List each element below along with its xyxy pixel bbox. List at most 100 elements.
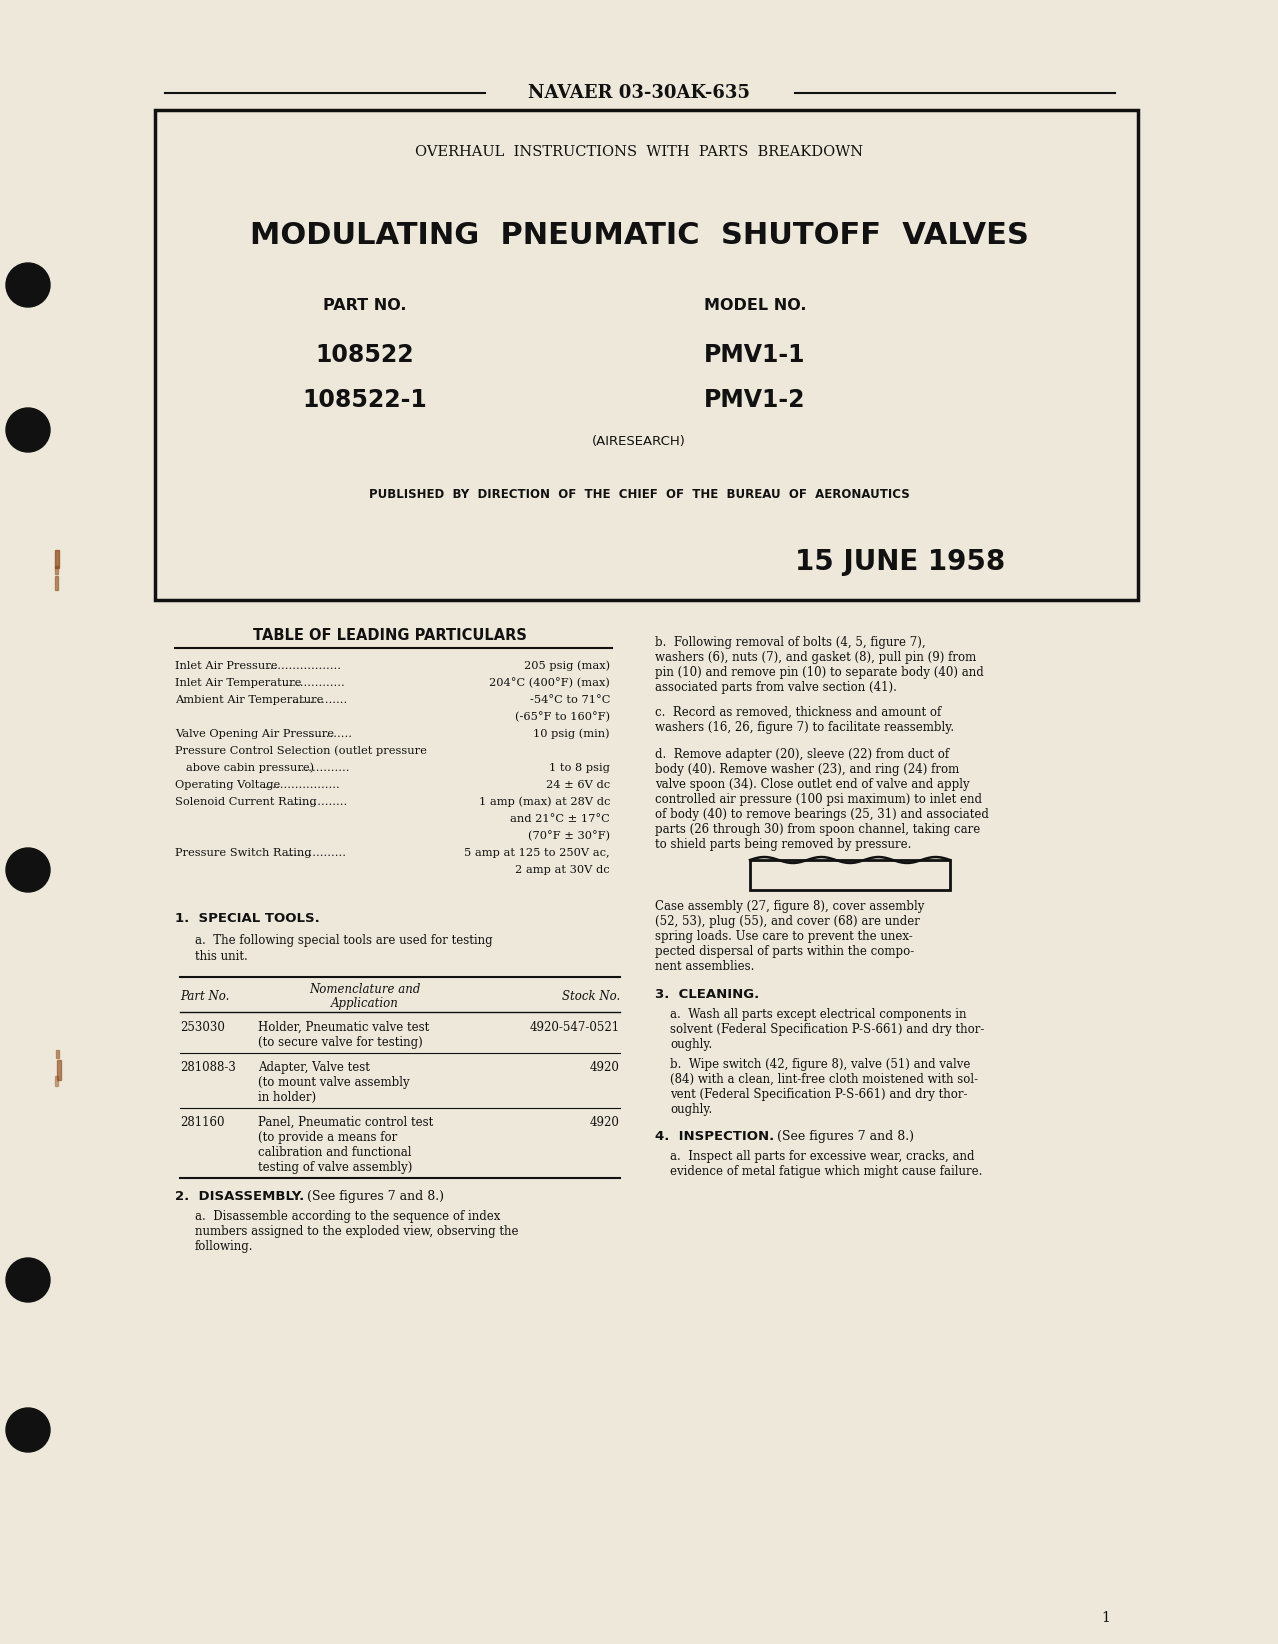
Text: washers (6), nuts (7), and gasket (8), pull pin (9) from: washers (6), nuts (7), and gasket (8), p… — [656, 651, 976, 664]
Text: Holder, Pneumatic valve test: Holder, Pneumatic valve test — [258, 1021, 429, 1034]
Text: CAUTION: CAUTION — [810, 868, 891, 883]
Text: 2 amp at 30V dc: 2 amp at 30V dc — [515, 865, 610, 875]
Circle shape — [6, 263, 50, 307]
Text: in holder): in holder) — [258, 1092, 316, 1105]
Text: 4920: 4920 — [590, 1116, 620, 1129]
Text: PUBLISHED  BY  DIRECTION  OF  THE  CHIEF  OF  THE  BUREAU  OF  AERONAUTICS: PUBLISHED BY DIRECTION OF THE CHIEF OF T… — [368, 488, 910, 501]
Text: above cabin pressure): above cabin pressure) — [175, 763, 314, 773]
Text: c.  Record as removed, thickness and amount of: c. Record as removed, thickness and amou… — [656, 705, 942, 718]
Text: valve spoon (34). Close outlet end of valve and apply: valve spoon (34). Close outlet end of va… — [656, 778, 970, 791]
Text: 5 amp at 125 to 250V ac,: 5 amp at 125 to 250V ac, — [464, 848, 610, 858]
Text: a.  The following special tools are used for testing: a. The following special tools are used … — [196, 934, 492, 947]
Text: ............: ............ — [308, 728, 353, 740]
Circle shape — [6, 408, 50, 452]
Text: .....................: ..................... — [262, 779, 340, 791]
Text: ..............: .............. — [298, 763, 350, 773]
Text: (See figures 7 and 8.): (See figures 7 and 8.) — [773, 1129, 914, 1143]
Bar — [55, 551, 59, 567]
Text: Stock No.: Stock No. — [562, 990, 620, 1003]
Text: 253030: 253030 — [180, 1021, 225, 1034]
Text: OVERHAUL  INSTRUCTIONS  WITH  PARTS  BREAKDOWN: OVERHAUL INSTRUCTIONS WITH PARTS BREAKDO… — [415, 145, 863, 159]
Text: following.: following. — [196, 1240, 253, 1253]
Text: oughly.: oughly. — [670, 1103, 712, 1116]
Bar — [56, 1051, 59, 1059]
Text: 1: 1 — [1102, 1611, 1111, 1624]
Text: NAVAER 03-30AK-635: NAVAER 03-30AK-635 — [528, 84, 750, 102]
Bar — [55, 575, 58, 590]
Text: PMV1-2: PMV1-2 — [704, 388, 805, 413]
Text: Nomenclature and: Nomenclature and — [309, 983, 420, 996]
Text: 281160: 281160 — [180, 1116, 225, 1129]
Text: 2.  DISASSEMBLY.: 2. DISASSEMBLY. — [175, 1190, 304, 1203]
Text: Adapter, Valve test: Adapter, Valve test — [258, 1060, 369, 1074]
Text: 4920-547-0521: 4920-547-0521 — [530, 1021, 620, 1034]
Text: 10 psig (min): 10 psig (min) — [533, 728, 610, 740]
Text: 1 to 8 psig: 1 to 8 psig — [550, 763, 610, 773]
Text: 205 psig (max): 205 psig (max) — [524, 661, 610, 671]
Text: associated parts from valve section (41).: associated parts from valve section (41)… — [656, 681, 897, 694]
Text: testing of valve assembly): testing of valve assembly) — [258, 1161, 413, 1174]
Text: of body (40) to remove bearings (25, 31) and associated: of body (40) to remove bearings (25, 31)… — [656, 807, 989, 820]
Text: solvent (Federal Specification P-S-661) and dry thor-: solvent (Federal Specification P-S-661) … — [670, 1023, 984, 1036]
Text: MODULATING  PNEUMATIC  SHUTOFF  VALVES: MODULATING PNEUMATIC SHUTOFF VALVES — [249, 220, 1029, 250]
Text: 24 ± 6V dc: 24 ± 6V dc — [546, 779, 610, 791]
Text: evidence of metal fatigue which might cause failure.: evidence of metal fatigue which might ca… — [670, 1166, 983, 1179]
Text: pin (10) and remove pin (10) to separate body (40) and: pin (10) and remove pin (10) to separate… — [656, 666, 984, 679]
Text: (to provide a means for: (to provide a means for — [258, 1131, 397, 1144]
Text: parts (26 through 30) from spoon channel, taking care: parts (26 through 30) from spoon channel… — [656, 824, 980, 837]
Text: ...............: ............... — [293, 695, 349, 705]
Text: (to secure valve for testing): (to secure valve for testing) — [258, 1036, 423, 1049]
Text: PART NO.: PART NO. — [323, 298, 406, 312]
Text: Application: Application — [331, 996, 399, 1009]
Text: numbers assigned to the exploded view, observing the: numbers assigned to the exploded view, o… — [196, 1225, 519, 1238]
Text: 108522-1: 108522-1 — [303, 388, 427, 413]
Text: (See figures 7 and 8.): (See figures 7 and 8.) — [303, 1190, 443, 1203]
Circle shape — [6, 1407, 50, 1452]
Text: Ambient Air Temperature: Ambient Air Temperature — [175, 695, 323, 705]
Text: spring loads. Use care to prevent the unex-: spring loads. Use care to prevent the un… — [656, 931, 912, 944]
Text: (84) with a clean, lint-free cloth moistened with sol-: (84) with a clean, lint-free cloth moist… — [670, 1074, 978, 1087]
Text: Pressure Control Selection (outlet pressure: Pressure Control Selection (outlet press… — [175, 746, 427, 756]
Text: Inlet Air Pressure: Inlet Air Pressure — [175, 661, 277, 671]
Text: (52, 53), plug (55), and cover (68) are under: (52, 53), plug (55), and cover (68) are … — [656, 916, 920, 927]
Text: (70°F ± 30°F): (70°F ± 30°F) — [528, 830, 610, 842]
Text: Pressure Switch Rating: Pressure Switch Rating — [175, 848, 312, 858]
Text: controlled air pressure (100 psi maximum) to inlet end: controlled air pressure (100 psi maximum… — [656, 792, 982, 806]
Text: ....................: .................... — [267, 661, 341, 671]
Bar — [58, 1060, 61, 1080]
Circle shape — [6, 848, 50, 893]
Text: calibration and functional: calibration and functional — [258, 1146, 412, 1159]
Circle shape — [6, 1258, 50, 1302]
Text: Case assembly (27, figure 8), cover assembly: Case assembly (27, figure 8), cover asse… — [656, 899, 924, 912]
Text: a.  Wash all parts except electrical components in: a. Wash all parts except electrical comp… — [670, 1008, 966, 1021]
Text: body (40). Remove washer (23), and ring (24) from: body (40). Remove washer (23), and ring … — [656, 763, 960, 776]
Text: (-65°F to 160°F): (-65°F to 160°F) — [515, 712, 610, 722]
Text: washers (16, 26, figure 7) to facilitate reassembly.: washers (16, 26, figure 7) to facilitate… — [656, 722, 955, 733]
Text: (AIRESEARCH): (AIRESEARCH) — [592, 436, 686, 449]
Text: b.  Wipe switch (42, figure 8), valve (51) and valve: b. Wipe switch (42, figure 8), valve (51… — [670, 1059, 970, 1070]
Text: vent (Federal Specification P-S-661) and dry thor-: vent (Federal Specification P-S-661) and… — [670, 1088, 967, 1101]
Text: 15 JUNE 1958: 15 JUNE 1958 — [795, 547, 1005, 575]
Text: 204°C (400°F) (max): 204°C (400°F) (max) — [489, 677, 610, 689]
Text: and 21°C ± 17°C: and 21°C ± 17°C — [510, 814, 610, 824]
Bar — [55, 1077, 58, 1087]
Text: 1.  SPECIAL TOOLS.: 1. SPECIAL TOOLS. — [175, 912, 320, 926]
Text: .................: ................. — [282, 677, 346, 687]
Text: -54°C to 71°C: -54°C to 71°C — [529, 695, 610, 705]
Text: b.  Following removal of bolts (4, 5, figure 7),: b. Following removal of bolts (4, 5, fig… — [656, 636, 925, 649]
Text: oughly.: oughly. — [670, 1037, 712, 1051]
Text: Operating Voltage: Operating Voltage — [175, 779, 280, 791]
Text: Part No.: Part No. — [180, 990, 229, 1003]
Text: (to mount valve assembly: (to mount valve assembly — [258, 1077, 410, 1088]
Bar — [55, 566, 58, 574]
Text: 4920: 4920 — [590, 1060, 620, 1074]
Text: 108522: 108522 — [316, 344, 414, 367]
Text: MODEL NO.: MODEL NO. — [704, 298, 806, 312]
Text: a.  Disassemble according to the sequence of index: a. Disassemble according to the sequence… — [196, 1210, 501, 1223]
Text: ...............: ............... — [293, 797, 349, 807]
Text: 3.  CLEANING.: 3. CLEANING. — [656, 988, 759, 1001]
Text: 281088-3: 281088-3 — [180, 1060, 236, 1074]
Text: 4.  INSPECTION.: 4. INSPECTION. — [656, 1129, 774, 1143]
Text: TABLE OF LEADING PARTICULARS: TABLE OF LEADING PARTICULARS — [253, 628, 527, 643]
Text: Inlet Air Temperature: Inlet Air Temperature — [175, 677, 302, 687]
